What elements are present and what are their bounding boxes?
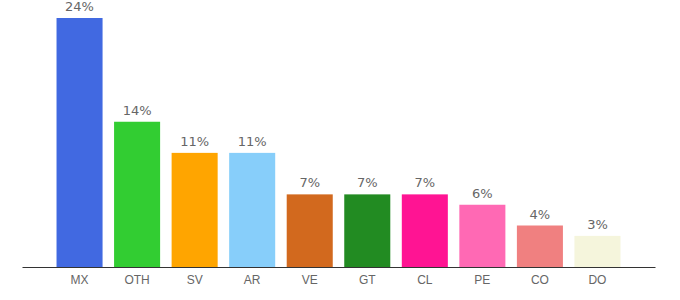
tick-label: VE [302,273,318,287]
bars [57,18,621,267]
tick-label: CO [531,273,549,287]
data-label: 7% [357,175,378,190]
tick: SV [187,273,203,287]
tick: VE [302,273,318,287]
bar [57,18,103,267]
tick-label: DO [588,273,606,287]
tick-label: AR [244,273,261,287]
data-label: 7% [415,175,436,190]
tick-label: GT [359,273,376,287]
data-label: 11% [238,134,267,149]
tick: PE [474,273,490,287]
tick-label: OTH [124,273,149,287]
data-label: 4% [530,207,551,222]
tick: AR [244,273,261,287]
tick: GT [359,273,376,287]
bar [114,122,160,267]
bar [517,226,563,268]
bar [344,194,390,267]
bar [287,194,333,267]
data-label: 14% [123,103,152,118]
data-label: 11% [180,134,209,149]
data-label: 7% [299,175,320,190]
bar [172,153,218,267]
x-axis: MX OTH SV AR VE GT CL PE CO DO [23,268,656,287]
bar [229,153,275,267]
data-label: 6% [472,186,493,201]
bar [574,236,620,267]
tick-label: PE [474,273,490,287]
data-label: 24% [65,0,94,14]
tick-label: MX [71,273,89,287]
tick: OTH [124,273,149,287]
bar [402,194,448,267]
tick: DO [588,273,606,287]
data-label: 3% [587,217,608,232]
tick-label: SV [187,273,203,287]
chart-container: MX OTH SV AR VE GT CL PE CO DO 24% 14% 11% 11% 7% 7% 7% 6… [0,0,680,300]
tick: MX [71,273,89,287]
axis-line [23,267,656,268]
chart: MX OTH SV AR VE GT CL PE CO DO 24% 14% 11% 11% 7% 7% 7% 6… [0,0,680,300]
data-labels: 24% 14% 11% 11% 7% 7% 7% 6% 4% 3% [65,0,608,232]
tick: CL [417,273,433,287]
tick-label: CL [417,273,433,287]
tick: CO [531,273,549,287]
bar [459,205,505,267]
